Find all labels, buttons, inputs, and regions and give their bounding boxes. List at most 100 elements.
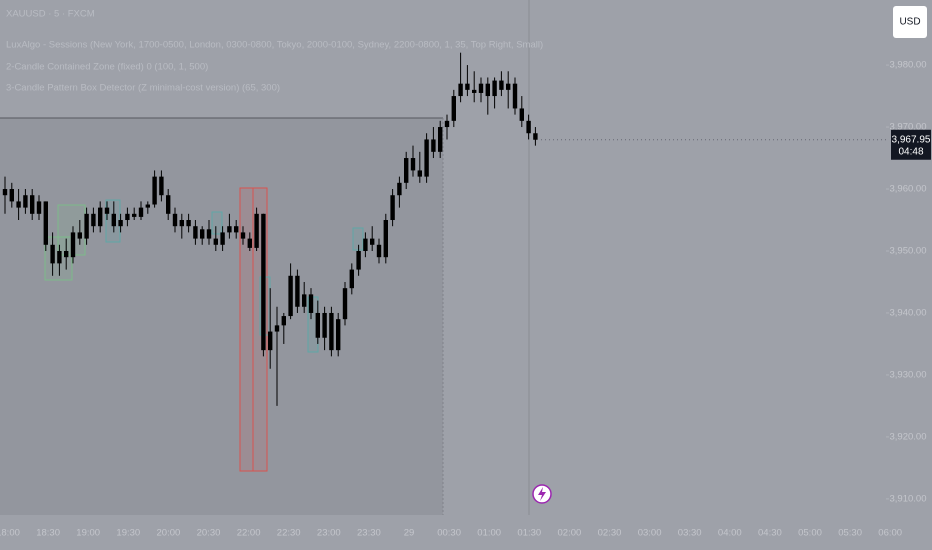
currency-button[interactable] [893,6,927,38]
candle-body [220,232,225,245]
candle-body [43,201,48,245]
zone-box [211,211,223,235]
x-tick-label: 03:00 [638,528,662,539]
x-tick-label: 19:30 [116,528,140,539]
y-tick-label: 3,960.00 [890,184,927,195]
x-tick-label: 05:00 [798,528,822,539]
candle-body [485,83,490,97]
candle-body [526,120,531,134]
event-bolt [538,487,546,501]
candle-body [138,207,144,217]
symbol: XAUUSD · 5 · FXCM [6,9,95,20]
candle-body [444,120,450,128]
plot [2,52,538,406]
candle-body [179,220,184,227]
candle-body [499,80,504,90]
candle-body [254,213,259,248]
candle-body [465,83,470,90]
y-tick-label: 3,940.00 [890,307,927,318]
indicator: 2-Candle Contained Zone (fixed) 0 (100, … [6,62,208,73]
candle-body [227,226,232,233]
candle-body [36,201,42,214]
candle-body [206,229,212,239]
candle-body [363,238,368,251]
x-tick-label: 20:00 [157,528,181,539]
candle-body [104,207,110,214]
candle-body [23,195,28,208]
x-tick-label: 04:00 [718,528,742,539]
candle-body [84,213,89,239]
x-tick-label: 02:00 [558,528,582,539]
candle-body [50,244,55,264]
indicator: 3-Candle Pattern Box Detector (Z minimal… [6,83,280,94]
x-tick-label: 01:00 [477,528,501,539]
candle-body [336,319,341,351]
candle-body [159,176,164,196]
candle-body [111,213,116,227]
x-tick-label: 19:00 [76,528,100,539]
candle-body [70,232,76,258]
candle-body [512,83,518,109]
x-tick-label: 18:30 [36,528,60,539]
candle-body [404,158,409,183]
candle-body [322,312,327,338]
x-tick-label: 03:30 [678,528,702,539]
candle-body [431,139,436,152]
x-tick-label: 23:00 [317,528,341,539]
candle-body [247,238,252,248]
indicator: LuxAlgo - Sessions (New York, 1700-0500,… [6,40,543,51]
candle-body [410,158,416,171]
countdown: 04:48 [898,146,923,157]
candle-body [152,176,157,205]
x-tick-label: 01:30 [517,528,541,539]
y-tick-label: 3,920.00 [890,431,927,442]
candle-body [315,312,320,338]
currency-label[interactable]: USD [899,17,920,28]
candle-body [417,170,422,177]
candle-body [519,108,524,121]
zone-box [352,227,364,251]
x-tick-label: 23:30 [357,528,381,539]
candle-body [172,213,178,227]
y-tick-label: 3,930.00 [890,369,927,380]
candle-body [261,213,266,351]
x-tick-label: 00:30 [437,528,461,539]
candle-body [268,331,273,351]
candle-body [166,195,171,214]
last-price-label: 3,967.95 [892,134,931,145]
candle-body [281,316,286,326]
candle-body [274,325,280,332]
candle-body [9,189,14,202]
candle-body [186,220,191,227]
candle-body [57,250,62,264]
candle-body [213,238,218,245]
candle-body [193,226,198,239]
candle-body [125,213,130,221]
candle-body [145,204,150,208]
candle-body [356,250,361,270]
y-tick-label: 3,980.00 [890,60,927,71]
x-tick-label: 22:00 [237,528,261,539]
candle-body [200,229,205,239]
candle-body [478,83,484,93]
x-tick-label: 02:30 [598,528,622,539]
y-tick-label: 3,910.00 [890,493,927,504]
candle-body [30,195,35,214]
candle-body [64,250,69,258]
candle-body [424,139,429,177]
candle-body [492,80,497,97]
candle-body [98,207,103,227]
candle-body [132,213,137,217]
y-tick-label: 3,970.00 [890,122,927,133]
candle-body [383,220,388,258]
candle-body [308,294,314,313]
y-tick-label: 3,950.00 [890,246,927,257]
session-box [0,118,443,515]
candle-body [240,232,246,239]
candle-body [329,312,334,351]
candle-body [376,244,382,258]
candle-body [506,83,511,90]
candle-body [288,275,293,317]
